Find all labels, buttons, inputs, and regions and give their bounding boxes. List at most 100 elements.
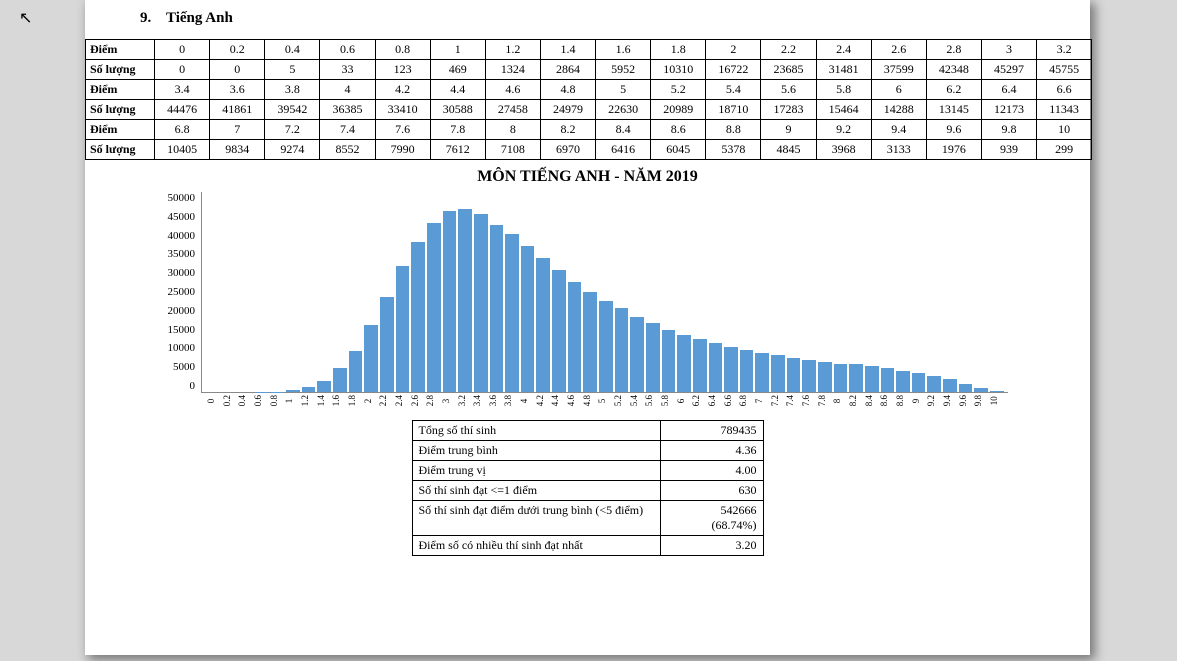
row-header-score: Điểm <box>86 40 155 59</box>
chart-bar <box>552 270 566 392</box>
x-tick-label: 0.4 <box>238 395 252 406</box>
count-cell: 7990 <box>376 140 431 159</box>
score-cell: 2.2 <box>761 40 816 59</box>
x-tick-label: 4.6 <box>567 395 581 406</box>
chart-bar <box>959 384 973 392</box>
score-cell: 1.6 <box>596 40 651 59</box>
count-cell: 10310 <box>651 60 706 79</box>
chart-bar <box>630 317 644 392</box>
chart-bar <box>396 266 410 392</box>
count-cell: 20989 <box>651 100 706 119</box>
score-cell: 0.4 <box>265 40 320 59</box>
score-cell: 3.4 <box>155 80 210 99</box>
stats-value: 542666(68.74%) <box>661 501 763 535</box>
x-tick-label: 9.8 <box>974 395 988 406</box>
count-cell: 6416 <box>596 140 651 159</box>
count-cell: 37599 <box>872 60 927 79</box>
y-tick-label: 50000 <box>168 192 196 204</box>
stats-label: Tổng số thí sinh <box>413 421 661 440</box>
count-cell: 299 <box>1037 140 1091 159</box>
stats-value: 4.36 <box>661 441 763 460</box>
score-cell: 6.6 <box>1037 80 1091 99</box>
section-title: 9. Tiếng Anh <box>140 10 1090 27</box>
score-cell: 8.4 <box>596 120 651 139</box>
stats-label: Số thí sinh đạt <=1 điểm <box>413 481 661 500</box>
row-header-count: Số lượng <box>86 140 155 159</box>
score-cell: 9.8 <box>982 120 1037 139</box>
x-tick-label: 9.6 <box>959 395 973 406</box>
x-tick-label: 6.2 <box>692 395 706 406</box>
count-cell: 42348 <box>927 60 982 79</box>
score-cell: 4 <box>320 80 375 99</box>
x-tick-label: 9.2 <box>927 395 941 406</box>
score-cell: 0.2 <box>210 40 265 59</box>
score-cell: 0.6 <box>320 40 375 59</box>
count-cell: 11343 <box>1037 100 1091 119</box>
count-cell: 12173 <box>982 100 1037 119</box>
chart-bar <box>740 350 754 392</box>
section-number: 9. <box>140 10 151 26</box>
x-tick-label: 1.6 <box>332 395 346 406</box>
chart-bar <box>286 390 300 392</box>
y-tick-label: 35000 <box>168 248 196 260</box>
y-tick-label: 30000 <box>168 267 196 279</box>
y-tick-label: 40000 <box>168 230 196 242</box>
count-cell: 10405 <box>155 140 210 159</box>
score-cell: 5.4 <box>706 80 761 99</box>
x-tick-label: 1.4 <box>317 395 331 406</box>
score-cell: 1.2 <box>486 40 541 59</box>
x-tick-label: 7.4 <box>786 395 800 406</box>
score-cell: 7.6 <box>376 120 431 139</box>
score-cell: 9.4 <box>872 120 927 139</box>
chart-bar <box>505 234 519 392</box>
chart-bar <box>474 214 488 392</box>
count-cell: 14288 <box>872 100 927 119</box>
score-cell: 8.6 <box>651 120 706 139</box>
document-page: 9. Tiếng Anh Điểm00.20.40.60.811.21.41.6… <box>85 0 1090 655</box>
stats-row: Số thí sinh đạt <=1 điểm630 <box>413 481 763 501</box>
stats-value: 4.00 <box>661 461 763 480</box>
score-cell: 2 <box>706 40 761 59</box>
x-tick-label: 0.8 <box>270 395 284 406</box>
y-tick-label: 15000 <box>168 324 196 336</box>
count-cell: 5 <box>265 60 320 79</box>
x-tick-label: 2.2 <box>379 395 393 406</box>
score-cell: 6.2 <box>927 80 982 99</box>
score-cell: 5 <box>596 80 651 99</box>
score-cell: 9 <box>761 120 816 139</box>
chart-bar <box>834 364 848 392</box>
stats-label: Điểm trung bình <box>413 441 661 460</box>
x-tick-label: 3.6 <box>489 395 503 406</box>
x-tick-label: 2.8 <box>426 395 440 406</box>
count-cell: 3133 <box>872 140 927 159</box>
x-tick-label: 5.6 <box>645 395 659 406</box>
count-cell: 33 <box>320 60 375 79</box>
x-tick-label: 5.2 <box>614 395 628 406</box>
row-header-count: Số lượng <box>86 60 155 79</box>
count-cell: 31481 <box>817 60 872 79</box>
x-tick-label: 8.2 <box>849 395 863 406</box>
score-cell: 5.8 <box>817 80 872 99</box>
x-tick-label: 3 <box>442 395 456 406</box>
chart-x-axis: 00.20.40.60.811.21.41.61.822.22.42.62.83… <box>201 393 1008 406</box>
x-tick-label: 6 <box>677 395 691 406</box>
score-cell: 6.4 <box>982 80 1037 99</box>
count-cell: 6970 <box>541 140 596 159</box>
count-cell: 36385 <box>320 100 375 119</box>
stats-value: 3.20 <box>661 536 763 555</box>
score-cell: 7.4 <box>320 120 375 139</box>
x-tick-label: 6.8 <box>739 395 753 406</box>
count-cell: 7612 <box>431 140 486 159</box>
count-cell: 5378 <box>706 140 761 159</box>
x-tick-label: 7.2 <box>771 395 785 406</box>
count-cell: 13145 <box>927 100 982 119</box>
score-cell: 1.4 <box>541 40 596 59</box>
count-cell: 17283 <box>761 100 816 119</box>
row-header-count: Số lượng <box>86 100 155 119</box>
score-cell: 6 <box>872 80 927 99</box>
chart-bar <box>583 292 597 392</box>
chart-bar <box>818 362 832 392</box>
chart-bars <box>201 192 1008 393</box>
score-cell: 9.6 <box>927 120 982 139</box>
score-cell: 8.2 <box>541 120 596 139</box>
